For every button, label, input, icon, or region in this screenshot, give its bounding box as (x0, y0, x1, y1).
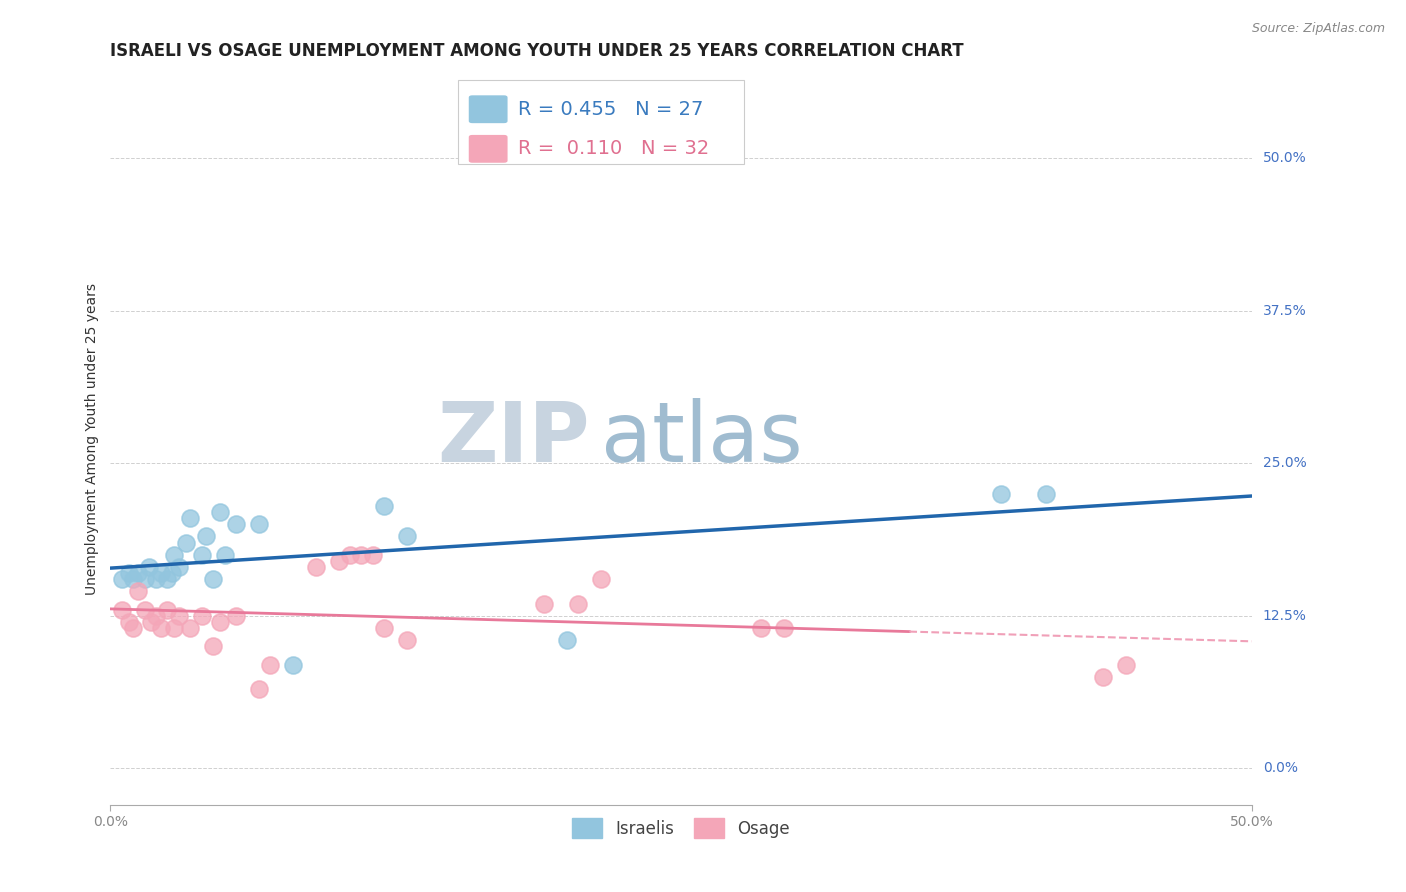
Point (202, 640, 225, 654)
Text: ISRAELI VS OSAGE UNEMPLOYMENT AMONG YOUTH UNDER 25 YEARS CORRELATION CHART: ISRAELI VS OSAGE UNEMPLOYMENT AMONG YOUT… (111, 42, 965, 60)
Point (208, 505, 231, 519)
Point (122, 621, 145, 635)
Point (149, 621, 172, 635)
Point (156, 602, 179, 616)
Point (179, 621, 201, 635)
Legend: Israelis, Osage: Israelis, Osage (565, 812, 797, 845)
Text: 0.0%: 0.0% (1263, 762, 1298, 775)
Point (179, 511, 201, 525)
Text: 37.5%: 37.5% (1263, 303, 1306, 318)
Point (163, 621, 186, 635)
FancyBboxPatch shape (468, 95, 508, 123)
Point (190, 608, 212, 623)
Text: R = 0.455   N = 27: R = 0.455 N = 27 (517, 100, 703, 119)
Point (149, 566, 172, 580)
Point (247, 681, 270, 696)
Point (127, 584, 149, 599)
Point (202, 572, 225, 586)
Point (141, 615, 163, 629)
Point (373, 621, 395, 635)
Point (328, 554, 350, 568)
Point (225, 608, 247, 623)
Point (174, 535, 197, 549)
Point (225, 517, 247, 532)
Point (1092, 670, 1115, 684)
Point (281, 657, 304, 672)
Point (160, 566, 183, 580)
Point (134, 602, 156, 616)
Text: ZIP: ZIP (437, 398, 589, 479)
Text: 50.0%: 50.0% (1263, 151, 1306, 165)
Point (591, 572, 613, 586)
Text: atlas: atlas (602, 398, 803, 479)
Point (259, 657, 281, 672)
Point (111, 602, 134, 616)
Point (555, 633, 578, 648)
Text: R =  0.110   N = 32: R = 0.110 N = 32 (517, 139, 709, 159)
Point (361, 548, 384, 562)
Point (567, 597, 589, 611)
Text: 25.0%: 25.0% (1263, 456, 1306, 470)
Point (138, 560, 160, 574)
Point (305, 560, 328, 574)
Point (122, 572, 145, 586)
Point (195, 529, 218, 543)
Point (145, 572, 167, 586)
Text: Source: ZipAtlas.com: Source: ZipAtlas.com (1251, 22, 1385, 36)
Y-axis label: Unemployment Among Youth under 25 years: Unemployment Among Youth under 25 years (86, 283, 100, 595)
Point (339, 548, 361, 562)
Point (118, 615, 141, 629)
Point (396, 529, 419, 543)
FancyBboxPatch shape (468, 135, 508, 162)
FancyBboxPatch shape (458, 79, 744, 164)
Point (1115, 657, 1137, 672)
Text: 12.5%: 12.5% (1263, 608, 1306, 623)
Point (163, 548, 186, 562)
Point (533, 597, 555, 611)
Point (247, 517, 270, 532)
Point (111, 572, 134, 586)
Point (190, 548, 212, 562)
Point (145, 608, 167, 623)
Point (134, 572, 156, 586)
Point (373, 499, 395, 513)
Point (208, 615, 231, 629)
Point (118, 566, 141, 580)
Point (167, 608, 190, 623)
Point (749, 621, 772, 635)
Point (396, 633, 419, 648)
Point (167, 560, 190, 574)
Point (990, 486, 1012, 500)
Point (350, 548, 373, 562)
Point (127, 566, 149, 580)
Point (772, 621, 794, 635)
Point (1035, 486, 1057, 500)
Point (214, 548, 236, 562)
Point (156, 572, 179, 586)
